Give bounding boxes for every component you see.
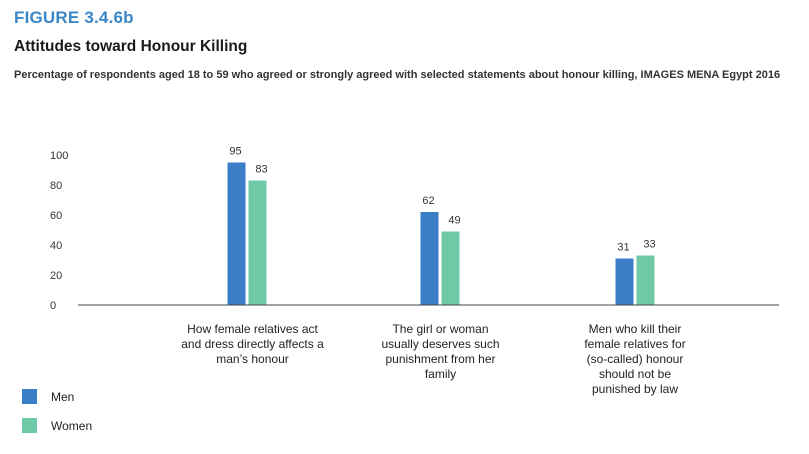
y-tick-label-0: 0	[50, 300, 56, 312]
data-label-women-3: 33	[643, 239, 655, 251]
data-label-women-1: 83	[255, 164, 267, 176]
data-label-men-1: 95	[229, 146, 241, 158]
y-tick-label-3: 60	[50, 210, 62, 222]
chart-title: Attitudes toward Honour Killing	[14, 38, 248, 55]
bar-men-1	[227, 162, 246, 305]
bar-women-1	[248, 180, 267, 305]
y-tick-label-4: 80	[50, 180, 62, 192]
category-label-1: How female relatives act and dress direc…	[181, 322, 324, 366]
legend-item-men: Men	[22, 389, 74, 404]
legend-label-men: Men	[51, 389, 75, 404]
data-label-women-2: 49	[448, 215, 460, 227]
figure-label: FIGURE 3.4.6b	[14, 8, 134, 27]
legend-item-women: Women	[22, 418, 92, 433]
bar-women-3	[636, 255, 655, 305]
category-label-3: Men who kill their female relatives for …	[584, 322, 686, 396]
legend-swatch-men	[22, 389, 37, 404]
data-label-men-3: 31	[617, 242, 629, 254]
y-tick-label-1: 20	[50, 270, 62, 282]
y-tick-label-5: 100	[50, 150, 68, 162]
category-label-2: The girl or woman usually deserves such …	[381, 322, 500, 381]
chart-subtitle: Percentage of respondents aged 18 to 59 …	[14, 69, 781, 81]
legend-label-women: Women	[51, 418, 93, 433]
legend-swatch-women	[22, 418, 37, 433]
bar-men-3	[615, 258, 634, 305]
bar-women-2	[441, 231, 460, 305]
bar-men-2	[420, 212, 439, 305]
data-label-men-2: 62	[422, 195, 434, 207]
y-tick-label-2: 40	[50, 240, 62, 252]
